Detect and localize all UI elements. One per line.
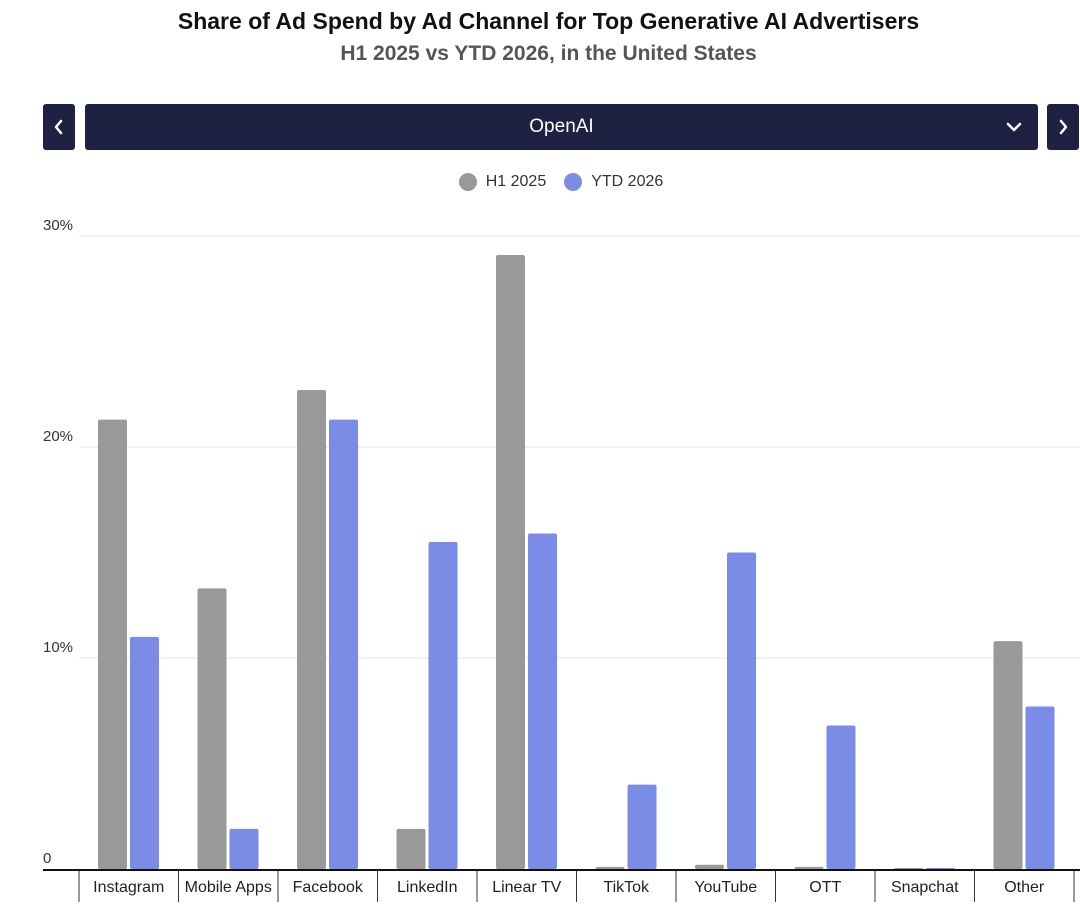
- x-tick-label-linkedin: LinkedIn: [397, 879, 458, 896]
- bar-instagram-h1-2025[interactable]: [98, 419, 127, 869]
- bar-instagram-ytd-2026[interactable]: [130, 636, 159, 869]
- chevron-right-icon: [1059, 119, 1068, 135]
- x-tick-label-snapchat: Snapchat: [891, 879, 959, 896]
- bar-ott-h1-2025[interactable]: [794, 866, 824, 869]
- bar-facebook-ytd-2026[interactable]: [329, 419, 358, 869]
- bar-linear-tv-ytd-2026[interactable]: [528, 533, 557, 869]
- bar-linkedin-h1-2025[interactable]: [396, 828, 426, 869]
- chart-title: Share of Ad Spend by Ad Channel for Top …: [177, 8, 920, 34]
- advertiser-dropdown-value: OpenAI: [529, 116, 594, 137]
- legend-item-h1-2025[interactable]: H1 2025: [458, 173, 547, 191]
- legend-swatch-h1-2025: [458, 173, 477, 191]
- bar-other-ytd-2026[interactable]: [1025, 706, 1055, 869]
- x-tick-label-youtube: YouTube: [694, 879, 757, 896]
- x-tick-label-tiktok: TikTok: [603, 879, 650, 896]
- legend-swatch-ytd-2026: [564, 173, 583, 191]
- chart-subtitle: H1 2025 vs YTD 2026, in the United State…: [340, 42, 757, 65]
- bar-facebook-h1-2025[interactable]: [297, 390, 326, 869]
- next-advertiser-button[interactable]: [1047, 104, 1079, 150]
- chevron-left-icon: [54, 119, 63, 135]
- bar-ott-ytd-2026[interactable]: [826, 725, 856, 869]
- bar-mobile-apps-ytd-2026[interactable]: [229, 828, 259, 869]
- bar-tiktok-h1-2025[interactable]: [595, 866, 625, 869]
- bar-youtube-h1-2025[interactable]: [695, 864, 724, 869]
- x-tick-label-ott: OTT: [809, 879, 841, 896]
- x-tick-label-linear-tv: Linear TV: [492, 879, 561, 896]
- bar-other-h1-2025[interactable]: [993, 641, 1023, 869]
- bar-tiktok-ytd-2026[interactable]: [627, 784, 657, 869]
- chart-legend: H1 2025 YTD 2026: [0, 170, 1080, 194]
- legend-item-ytd-2026[interactable]: YTD 2026: [564, 173, 663, 191]
- legend-label-h1-2025: H1 2025: [485, 173, 547, 190]
- y-tick-label-10: 10%: [43, 639, 73, 656]
- legend-label-ytd-2026: YTD 2026: [591, 173, 664, 190]
- bar-linear-tv-h1-2025[interactable]: [496, 254, 525, 870]
- previous-advertiser-button[interactable]: [43, 104, 75, 150]
- x-tick-label-other: Other: [1004, 879, 1045, 896]
- bar-mobile-apps-h1-2025[interactable]: [197, 588, 227, 869]
- bar-snapchat-h1-2025[interactable]: [894, 868, 923, 869]
- bar-youtube-ytd-2026[interactable]: [727, 552, 756, 870]
- x-tick-label-instagram: Instagram: [93, 879, 164, 896]
- bar-snapchat-ytd-2026[interactable]: [926, 868, 955, 869]
- chevron-down-icon: [1006, 122, 1022, 132]
- y-tick-label-0: 0: [43, 850, 51, 867]
- advertiser-dropdown[interactable]: OpenAI: [85, 104, 1038, 150]
- x-tick-label-facebook: Facebook: [293, 879, 364, 896]
- x-tick-label-mobile-apps: Mobile Apps: [185, 879, 272, 896]
- y-tick-label-20: 20%: [43, 428, 73, 445]
- y-tick-label-30: 30%: [43, 217, 73, 234]
- bar-linkedin-ytd-2026[interactable]: [428, 541, 458, 869]
